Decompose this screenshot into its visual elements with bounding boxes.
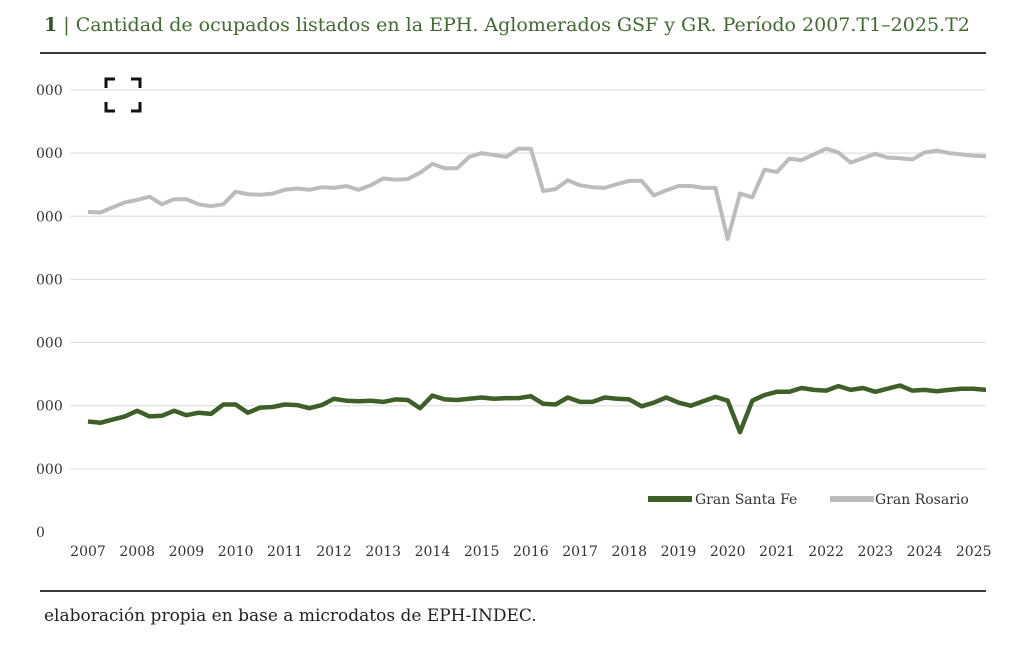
x-tick-label: 2013 bbox=[365, 544, 401, 560]
x-tick-label: 2016 bbox=[513, 544, 549, 560]
x-tick-label: 2021 bbox=[759, 544, 795, 560]
x-tick-label: 2025 bbox=[956, 544, 992, 560]
bottom-rule bbox=[40, 590, 986, 592]
y-tick-label: 000 bbox=[36, 336, 63, 352]
x-tick-label: 2017 bbox=[562, 544, 598, 560]
legend-label: Gran Rosario bbox=[875, 492, 969, 508]
y-tick-label: 000 bbox=[36, 462, 63, 478]
y-tick-label: 000 bbox=[36, 209, 63, 225]
series-line-gran-rosario bbox=[87, 146, 986, 241]
x-tick-label: 2008 bbox=[119, 544, 155, 560]
x-tick-label: 2011 bbox=[267, 544, 303, 560]
fullscreen-icon bbox=[104, 77, 142, 113]
source-note: elaboración propia en base a microdatos … bbox=[44, 606, 537, 626]
x-tick-label: 2020 bbox=[710, 544, 746, 560]
series-line-gran-santa-fe bbox=[87, 383, 986, 435]
x-tick-label: 2015 bbox=[464, 544, 500, 560]
y-tick-label: 000 bbox=[36, 83, 63, 99]
y-tick-label: 000 bbox=[36, 146, 63, 162]
x-tick-label: 2022 bbox=[808, 544, 844, 560]
x-tick-label: 2009 bbox=[169, 544, 205, 560]
y-tick-label: 000 bbox=[36, 272, 63, 288]
x-tick-label: 2019 bbox=[661, 544, 697, 560]
chart-title: 1 | Cantidad de ocupados listados en la … bbox=[44, 14, 970, 36]
x-tick-label: 2023 bbox=[857, 544, 893, 560]
x-tick-label: 2014 bbox=[415, 544, 451, 560]
fullscreen-button[interactable] bbox=[104, 77, 142, 113]
chart-title-text: | Cantidad de ocupados listados en la EP… bbox=[63, 14, 970, 36]
x-tick-label: 2024 bbox=[907, 544, 943, 560]
x-tick-label: 2018 bbox=[611, 544, 647, 560]
x-tick-label: 2012 bbox=[316, 544, 352, 560]
y-tick-label: 000 bbox=[36, 399, 63, 415]
y-tick-label: 0 bbox=[36, 525, 45, 541]
figure-number: 1 bbox=[44, 14, 58, 36]
x-tick-label: 2007 bbox=[70, 544, 106, 560]
legend-label: Gran Santa Fe bbox=[695, 492, 797, 508]
x-tick-label: 2010 bbox=[218, 544, 254, 560]
top-rule bbox=[40, 52, 986, 54]
